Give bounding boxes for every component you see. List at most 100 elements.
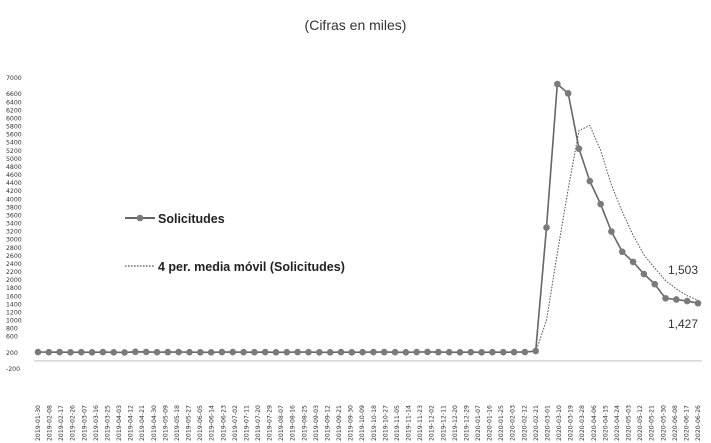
data-point [521,348,529,356]
x-tick-label: 2019-01-30 [35,405,42,441]
end-value-labels: 1,503 1,427 [668,263,698,331]
y-tick-label: 5000 [6,156,22,163]
data-point [554,80,561,88]
x-tick-label: 2020-01-07 [475,405,482,441]
x-tick-label: 2019-04-03 [116,405,123,441]
x-tick-label: 2020-05-03 [626,405,633,441]
x-tick-label: 2019-10-09 [359,405,366,441]
x-tick-label: 2019-06-05 [197,405,204,441]
x-tick-label: 2019-03-07 [81,405,88,441]
y-tick-label: 1400 [6,301,22,308]
data-point [359,348,366,356]
y-tick-label: 1200 [6,309,22,316]
data-point [132,348,139,356]
data-point [597,200,604,208]
y-tick-label: 2600 [6,253,22,260]
x-tick-label: 2019-07-29 [267,405,274,441]
y-tick-label: 3200 [6,229,22,236]
x-tick-label: 2019-12-02 [429,405,436,441]
data-point [499,348,507,356]
y-tick-label: 1800 [6,285,22,292]
x-tick-label: 2020-03-01 [544,405,551,441]
x-tick-label: 2019-02-26 [70,405,77,441]
data-point [196,348,204,356]
data-point [391,348,399,356]
x-tick-label: 2019-07-02 [232,405,239,441]
x-tick-label: 2019-09-03 [313,405,320,441]
y-tick-label: 5800 [6,124,22,131]
x-tick-label: 2019-06-14 [209,405,216,441]
data-point [380,348,388,356]
legend-marker-solicitudes [136,214,144,222]
data-point [543,224,550,231]
y-tick-label: 200 [6,350,18,357]
data-point [67,349,74,356]
x-tick-label: 2020-05-21 [649,405,656,441]
x-tick-label: 2019-08-25 [301,405,308,441]
x-tick-label: 2019-11-14 [406,405,413,441]
x-tick-label: 2019-07-11 [243,405,250,441]
series-moving-average [70,124,699,353]
y-tick-label: 4200 [6,188,22,195]
y-tick-label: 2400 [6,261,22,268]
data-point [142,348,150,356]
data-point [240,348,247,356]
y-tick-label: 4400 [6,180,22,187]
x-tick-label: 2020-03-10 [556,405,563,441]
y-tick-label: 5600 [6,132,22,139]
y-tick-label: 6000 [6,115,22,122]
x-tick-label: 2020-03-19 [568,405,575,441]
end-label-moving-average: 1,503 [668,263,698,277]
x-tick-label: 2019-02-08 [47,405,54,441]
data-point [489,348,496,356]
x-tick-label: 2019-09-21 [336,405,343,441]
y-tick-label: 6400 [6,99,22,106]
y-tick-label: 800 [6,326,18,333]
data-point [651,280,659,288]
x-tick-label: 2019-08-07 [278,405,285,441]
y-tick-label: 3000 [6,237,22,244]
x-tick-label: 2020-06-26 [695,405,702,441]
data-point [424,348,431,356]
data-point [673,296,680,303]
x-tick-label: 2020-01-16 [487,405,494,441]
data-point [272,348,280,356]
data-point [662,294,669,302]
data-point [283,348,291,356]
data-point [402,349,410,356]
data-point [326,349,334,356]
x-tick-label: 2020-04-24 [614,405,621,441]
data-point [56,348,63,356]
x-tick-label: 2019-12-20 [452,405,459,441]
data-point [186,348,193,356]
x-tick-label: 2019-04-21 [139,405,146,441]
x-tick-label: 2019-11-05 [394,405,401,441]
data-point [164,348,172,356]
data-point [575,145,583,153]
y-tick-label: 2000 [6,277,22,284]
data-point [175,348,182,356]
data-point [121,349,128,356]
data-point [316,348,323,356]
x-tick-label: 2020-05-30 [660,405,667,441]
data-point [207,349,215,356]
y-tick-label: 3800 [6,204,22,211]
series-solicitudes [34,80,702,356]
data-point [510,348,518,356]
data-point [294,348,301,356]
data-point [34,348,42,356]
data-point [456,348,464,356]
data-point [305,348,312,356]
x-tick-label: 2019-09-30 [348,405,355,441]
x-tick-label: 2020-04-06 [591,405,598,441]
x-tick-label: 2019-07-20 [255,405,262,441]
x-tick-label: 2020-02-03 [510,405,517,441]
data-point [586,177,594,185]
x-tick-label: 2019-05-27 [186,405,193,441]
data-point [261,348,269,356]
y-tick-label: -200 [6,366,20,373]
x-tick-label: 2019-02-17 [58,405,65,441]
data-point [370,348,377,356]
x-tick-label: 2019-05-09 [162,405,169,441]
